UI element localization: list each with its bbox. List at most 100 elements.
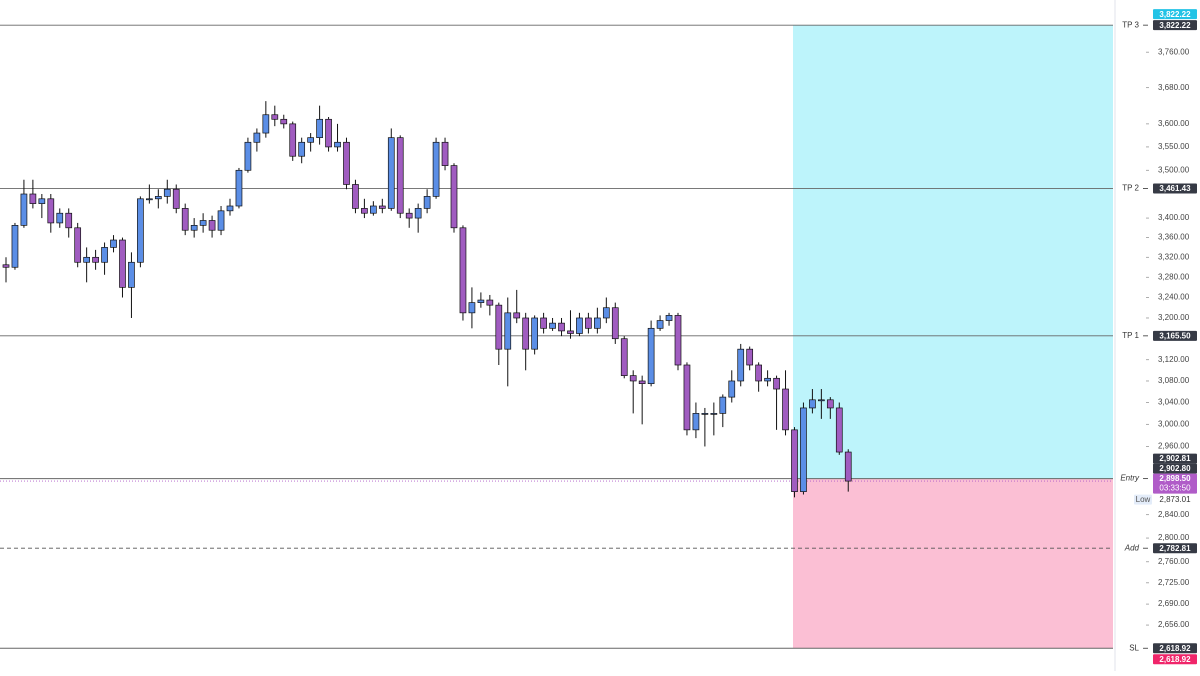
candle-body [656,320,664,329]
level-price-tag: 3,822.22 [1159,21,1191,30]
y-tick-label: 2,656.00 [1158,620,1190,629]
stop-tag: 2,618.92 [1159,655,1191,664]
candle-body [65,212,73,229]
candles [2,101,852,498]
y-tick-label: 3,280.00 [1158,272,1190,281]
target-tag-box [1153,9,1197,20]
last-price-box [1153,473,1197,494]
y-tick-label: 3,040.00 [1158,398,1190,407]
candle-body [38,198,46,204]
entry-tag: 2,902.81 [1159,454,1191,463]
y-tick-label: 3,120.00 [1158,355,1190,364]
candle-body [29,193,37,204]
y-tick-label: 3,500.00 [1158,165,1190,174]
level-name: TP 3 [1122,20,1139,29]
candle-body [47,198,55,224]
candle-body [110,239,117,248]
candle-body [522,317,530,350]
candle-body [800,407,807,492]
low-text: Low [1136,495,1151,504]
candle-body [737,348,745,382]
candle-body [459,227,467,314]
stop-tag-box [1153,654,1197,665]
candle-body [119,239,126,288]
level-price-tag-box [1153,330,1197,341]
candle-body [835,407,843,453]
candle-body [585,317,592,329]
candle-body [540,317,547,329]
level-price-tag-box [1153,20,1197,31]
candle-body [504,312,512,350]
candle-body [316,118,323,139]
target-zone [793,25,1113,479]
level-name: Entry [1120,474,1140,483]
candle-body [647,327,655,385]
candle-body [325,118,332,148]
candle-body [74,227,82,263]
candle-body [450,165,458,229]
candle-body [343,141,350,185]
candle-body [217,210,225,231]
entry-alt-tag-box [1153,463,1197,474]
candle-body [826,399,834,409]
level-price-tag: 3,165.50 [1159,331,1191,340]
candle-body [746,348,754,366]
candle-body [235,169,243,207]
y-tick-label: 2,960.00 [1158,442,1190,451]
candle-body [172,188,180,209]
countdown: 03:33:50 [1159,484,1191,493]
candle-body [370,205,377,214]
candle-body [2,264,10,268]
level-price-tag: 2,618.92 [1159,644,1191,653]
level-price-tag-box [1153,543,1197,554]
y-tick-label: 2,690.00 [1158,599,1190,608]
candle-body [423,196,431,209]
y-tick-label: 2,800.00 [1158,533,1190,542]
candle-body [289,123,297,157]
y-tick-label: 2,760.00 [1158,557,1190,566]
candle-body [549,322,556,329]
candle-body [262,114,270,134]
level-price-tag-box [1153,643,1197,654]
candle-body [602,307,610,319]
candle-body [92,256,99,263]
candle-body [638,380,646,385]
candle-body [271,114,279,120]
entry-alt-tag: 2,902.80 [1159,464,1191,473]
candle-body [361,208,368,214]
candle-body [154,196,162,200]
y-tick-label: 3,200.00 [1158,313,1190,322]
candle-body [791,429,798,492]
candle-body [405,212,413,219]
candle-body [477,299,485,303]
candle-body [208,220,216,231]
y-tick-label: 3,760.00 [1158,47,1190,56]
candle-body [468,302,476,314]
y-tick-label: 2,725.00 [1158,578,1190,587]
candle-body [414,208,422,219]
candle-body [378,205,386,209]
candle-body [253,132,261,143]
candle-body [83,256,90,263]
candle-body [244,141,252,171]
candle-body [20,193,28,226]
candle-body [620,338,628,376]
candle-body [387,137,395,209]
target-tag: 3,822.22 [1159,10,1191,19]
candle-body [513,312,521,319]
y-tick-label: 3,320.00 [1158,252,1190,261]
low-badge [1134,494,1152,505]
y-tick-label: 3,080.00 [1158,376,1190,385]
candle-body [764,377,771,382]
candle-body [396,137,404,214]
candle-body [719,396,727,414]
y-tick-label: 3,360.00 [1158,233,1190,242]
level-name: TP 2 [1122,184,1139,193]
y-tick-label: 3,240.00 [1158,293,1190,302]
position-boxes [793,25,1113,649]
y-tick-label: 3,680.00 [1158,83,1190,92]
entry-tag-box [1153,453,1197,464]
candle-body [432,141,440,197]
level-name: Add [1124,543,1140,552]
